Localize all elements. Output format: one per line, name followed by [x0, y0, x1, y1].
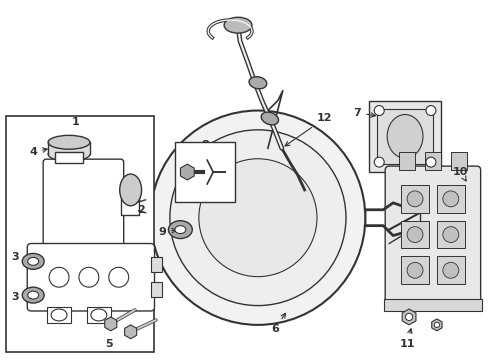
Ellipse shape — [168, 221, 192, 239]
Circle shape — [433, 322, 439, 328]
Text: 9: 9 — [158, 226, 176, 237]
Circle shape — [425, 157, 435, 167]
Ellipse shape — [22, 287, 44, 303]
Bar — [384, 299, 481, 311]
Bar — [450, 152, 466, 170]
Ellipse shape — [248, 77, 266, 89]
Bar — [6, 116, 153, 352]
Bar — [376, 109, 432, 164]
Text: 2: 2 — [131, 205, 144, 215]
Circle shape — [442, 262, 458, 278]
Ellipse shape — [175, 226, 185, 234]
Circle shape — [442, 191, 458, 207]
Bar — [436, 256, 464, 284]
Bar — [150, 257, 162, 272]
Text: 8: 8 — [201, 140, 209, 150]
Text: 6: 6 — [270, 313, 285, 334]
Bar — [87, 307, 111, 323]
Text: 3: 3 — [12, 252, 29, 262]
Ellipse shape — [28, 257, 39, 265]
Bar — [175, 142, 235, 202]
Text: 1: 1 — [72, 117, 80, 127]
Circle shape — [108, 267, 128, 287]
Circle shape — [406, 227, 422, 243]
Ellipse shape — [219, 202, 286, 253]
Circle shape — [222, 182, 249, 210]
Bar — [436, 221, 464, 248]
Circle shape — [199, 159, 316, 276]
Circle shape — [406, 262, 422, 278]
Circle shape — [406, 191, 422, 207]
Bar — [400, 221, 428, 248]
Text: 5: 5 — [105, 339, 112, 349]
Circle shape — [373, 157, 384, 167]
Bar — [150, 282, 162, 297]
Circle shape — [49, 267, 69, 287]
FancyBboxPatch shape — [43, 159, 123, 247]
Circle shape — [373, 105, 384, 116]
Bar — [424, 152, 440, 170]
Bar — [398, 152, 414, 170]
Circle shape — [425, 105, 435, 116]
Bar — [121, 197, 138, 215]
Ellipse shape — [224, 17, 251, 33]
Bar — [47, 307, 71, 323]
Ellipse shape — [261, 112, 278, 125]
Ellipse shape — [120, 174, 142, 206]
Bar — [368, 100, 440, 172]
Bar — [400, 185, 428, 213]
Circle shape — [405, 313, 412, 320]
Text: 4: 4 — [29, 147, 47, 157]
Text: 7: 7 — [353, 108, 374, 117]
Ellipse shape — [28, 291, 39, 299]
FancyBboxPatch shape — [27, 243, 154, 311]
Ellipse shape — [22, 253, 44, 269]
Bar — [400, 256, 428, 284]
Bar — [48, 142, 90, 154]
Ellipse shape — [386, 114, 422, 158]
Text: 3: 3 — [12, 292, 29, 302]
Bar — [55, 152, 83, 163]
Ellipse shape — [48, 135, 90, 149]
Circle shape — [442, 227, 458, 243]
Text: 10: 10 — [452, 167, 468, 181]
Text: 11: 11 — [399, 329, 414, 349]
FancyBboxPatch shape — [385, 166, 480, 303]
Circle shape — [169, 130, 346, 306]
Ellipse shape — [48, 147, 90, 161]
Text: 12: 12 — [285, 113, 332, 146]
Circle shape — [150, 111, 365, 325]
Circle shape — [265, 182, 293, 210]
Bar — [436, 185, 464, 213]
Circle shape — [79, 267, 99, 287]
